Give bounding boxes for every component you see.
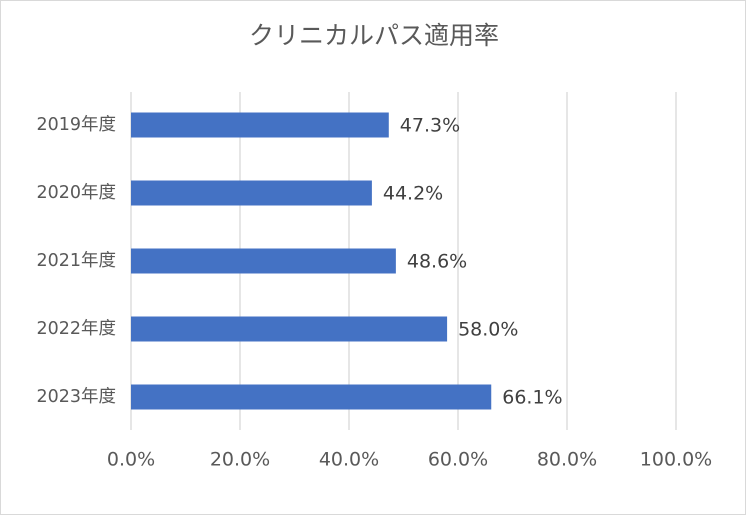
x-tick-label: 0.0%	[107, 449, 155, 471]
category-label: 2019年度	[36, 115, 116, 135]
x-tick-label: 40.0%	[319, 449, 379, 471]
data-label: 47.3%	[400, 115, 460, 137]
category-label: 2023年度	[36, 387, 116, 407]
x-tick-label: 60.0%	[428, 449, 488, 471]
x-tick-label: 20.0%	[210, 449, 270, 471]
chart-title: クリニカルパス適用率	[248, 21, 499, 50]
data-label: 58.0%	[458, 319, 518, 341]
data-label: 48.6%	[407, 251, 467, 273]
category-label: 2022年度	[36, 319, 116, 339]
data-label: 44.2%	[383, 183, 443, 205]
category-label: 2020年度	[36, 183, 116, 203]
x-tick-label: 80.0%	[537, 449, 597, 471]
bar-2019年度	[131, 112, 389, 138]
x-tick-label: 100.0%	[640, 449, 712, 471]
data-label: 66.1%	[502, 387, 562, 409]
bar-2023年度	[131, 384, 492, 410]
category-label: 2021年度	[36, 251, 116, 271]
bar-2020年度	[131, 180, 372, 206]
bar-2021年度	[131, 248, 396, 274]
bar-2022年度	[131, 316, 448, 342]
